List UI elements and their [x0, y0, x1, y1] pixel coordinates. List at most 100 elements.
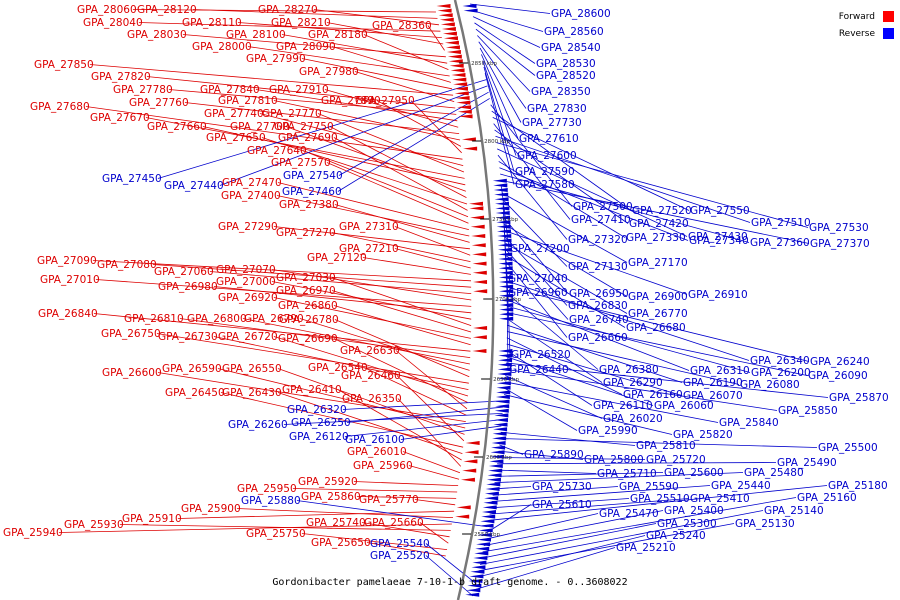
reverse-leader-line — [506, 331, 740, 385]
reverse-gene-label: GPA_27540 — [283, 170, 343, 182]
forward-leader-line — [276, 195, 470, 237]
reverse-feature-arrow — [490, 450, 505, 455]
forward-gene-label: GPA_27310 — [339, 221, 399, 233]
forward-gene-label: GPA_28030 — [127, 29, 187, 41]
forward-feature-arrow — [447, 54, 462, 59]
forward-leader-line — [362, 257, 471, 275]
scale-tick-label: 2850 kbp — [471, 61, 497, 67]
forward-gene-label: GPA_28090 — [276, 41, 336, 53]
reverse-gene-label: GPA_26310 — [690, 365, 750, 377]
reverse-leader-line — [484, 513, 599, 540]
reverse-feature-arrow — [491, 445, 506, 450]
forward-gene-label: GPA_27770 — [262, 108, 322, 120]
reverse-leader-line — [425, 543, 477, 584]
forward-feature-arrow — [472, 270, 487, 275]
forward-feature-arrow — [445, 45, 460, 50]
reverse-gene-label: GPA_25470 — [599, 508, 659, 520]
forward-gene-label: GPA_26790 — [244, 313, 304, 325]
forward-leader-line — [427, 25, 445, 51]
reverse-feature-arrow — [489, 454, 504, 459]
reverse-feature-arrow — [498, 353, 513, 358]
reverse-feature-arrow — [481, 514, 496, 519]
reverse-feature-arrow — [472, 560, 487, 565]
reverse-leader-line — [475, 28, 536, 76]
forward-leader-line — [394, 226, 471, 256]
reverse-gene-label: GPA_26910 — [688, 289, 748, 301]
forward-leader-line — [273, 297, 471, 339]
forward-gene-label: GPA_25740 — [306, 517, 366, 529]
reverse-feature-arrow — [498, 266, 513, 271]
forward-gene-label: GPA_26970 — [276, 285, 336, 297]
reverse-leader-line — [477, 535, 646, 578]
scale-tick-label: 2650 kbp — [493, 377, 519, 383]
reverse-gene-label: GPA_28530 — [536, 58, 596, 70]
reverse-feature-arrow — [475, 546, 490, 551]
forward-leader-line — [408, 465, 460, 480]
reverse-feature-arrow — [496, 381, 511, 386]
reverse-gene-label: GPA_27130 — [568, 261, 628, 273]
forward-leader-line — [331, 290, 472, 333]
reverse-feature-arrow — [499, 298, 514, 303]
forward-gene-label: GPA_27210 — [339, 243, 399, 255]
reverse-feature-arrow — [482, 505, 497, 510]
reverse-gene-label: GPA_25300 — [657, 518, 717, 530]
reverse-leader-line — [506, 261, 568, 338]
forward-gene-label: GPA_27760 — [129, 97, 189, 109]
reverse-feature-arrow — [484, 491, 499, 496]
forward-leader-line — [285, 126, 467, 192]
forward-feature-arrow — [471, 243, 486, 248]
forward-gene-label: GPA_27070 — [216, 264, 276, 276]
forward-leader-line — [299, 318, 470, 371]
reverse-leader-line — [504, 381, 719, 423]
forward-gene-label: GPA_25960 — [353, 460, 413, 472]
reverse-gene-label: GPA_26100 — [345, 434, 405, 446]
reverse-leader-line — [505, 236, 568, 306]
forward-leader-line — [95, 279, 472, 307]
reverse-leader-line — [501, 192, 628, 263]
reverse-leader-line — [482, 60, 517, 156]
reverse-gene-label: GPA_26190 — [683, 377, 743, 389]
forward-leader-line — [237, 22, 442, 38]
forward-gene-label: GPA_27090 — [37, 255, 97, 267]
reverse-gene-label: GPA_28560 — [544, 26, 604, 38]
reverse-feature-arrow — [465, 592, 480, 597]
reverse-leader-line — [483, 510, 664, 547]
reverse-leader-line — [494, 472, 744, 484]
forward-gene-label: GPA_26350 — [342, 393, 402, 405]
forward-leader-line — [138, 22, 441, 32]
reverse-gene-label: GPA_27430 — [688, 231, 748, 243]
reverse-leader-line — [490, 498, 630, 509]
reverse-feature-arrow — [462, 4, 477, 8]
reverse-leader-line — [481, 523, 657, 559]
reverse-gene-label: GPA_26060 — [654, 400, 714, 412]
forward-feature-arrow — [462, 468, 477, 473]
forward-leader-line — [273, 336, 469, 397]
reverse-feature-arrow — [498, 358, 513, 363]
forward-leader-line — [396, 375, 465, 442]
forward-feature-arrow — [441, 27, 456, 31]
reverse-feature-arrow — [494, 197, 509, 202]
reverse-leader-line — [505, 375, 603, 419]
reverse-leader-line — [342, 400, 504, 410]
forward-leader-line — [156, 333, 469, 384]
reverse-leader-line — [500, 438, 818, 448]
reverse-feature-arrow — [499, 303, 514, 307]
reverse-feature-arrow — [467, 583, 482, 588]
forward-feature-arrow — [440, 22, 455, 27]
reverse-gene-label: GPA_26090 — [808, 370, 868, 382]
reverse-feature-arrow — [498, 252, 513, 257]
reverse-gene-label: GPA_25140 — [764, 505, 824, 517]
reverse-gene-label: GPA_26900 — [628, 291, 688, 303]
reverse-feature-arrow — [499, 316, 514, 321]
forward-gene-label: GPA_27690 — [278, 132, 338, 144]
reverse-feature-arrow — [494, 408, 509, 413]
forward-feature-arrow — [469, 206, 484, 211]
reverse-feature-arrow — [493, 427, 508, 432]
reverse-leader-line — [506, 350, 593, 406]
forward-gene-label: GPA_27400 — [221, 190, 281, 202]
forward-gene-label: GPA_25770 — [359, 494, 419, 506]
forward-leader-line — [402, 451, 461, 474]
legend: Forward Reverse — [839, 8, 894, 42]
reverse-gene-label: GPA_25210 — [616, 542, 676, 554]
forward-leader-line — [326, 162, 469, 224]
